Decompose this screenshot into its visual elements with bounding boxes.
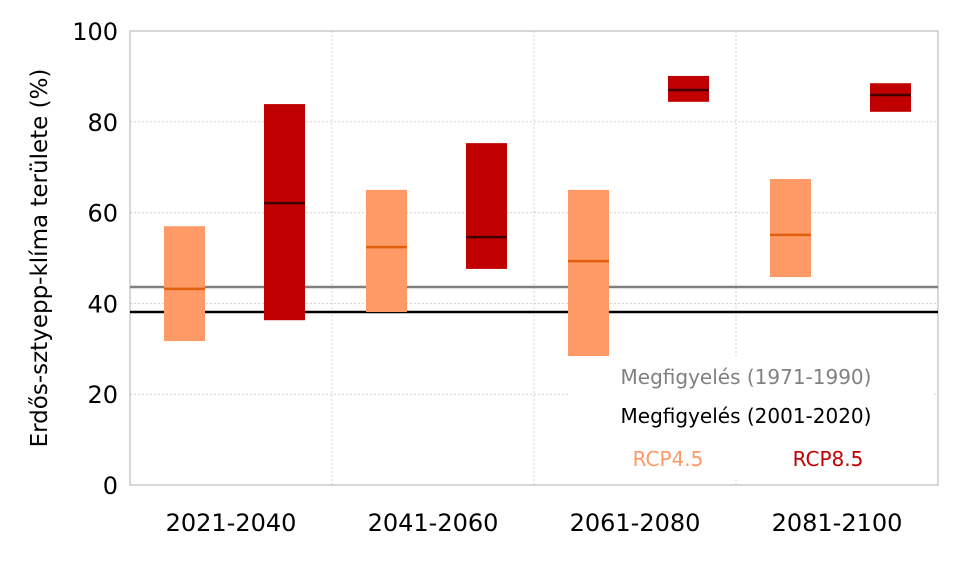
range-bar-rcp45 [164, 226, 205, 342]
x-tick-label: 2081-2100 [772, 509, 903, 537]
range-bar-rcp45 [568, 189, 609, 357]
legend-entry: Megfigyelés (2001-2020) [621, 404, 872, 428]
y-tick-label: 100 [72, 18, 118, 46]
x-tick-label: 2041-2060 [368, 509, 499, 537]
y-tick-label: 40 [87, 290, 118, 318]
x-tick-label: 2061-2080 [570, 509, 701, 537]
range-bar-rcp85 [870, 83, 911, 112]
range-bar-rcp85 [264, 104, 305, 321]
legend-box [570, 356, 934, 480]
range-bar-rcp45 [366, 189, 407, 313]
range-bar-rcp45 [770, 179, 811, 278]
y-tick-label: 0 [103, 472, 118, 500]
plot-frame [129, 30, 939, 486]
y-tick-label: 80 [87, 109, 118, 137]
y-tick-label: 20 [87, 381, 118, 409]
y-axis-label: Erdős-sztyepp-klíma területe (%) [27, 69, 53, 448]
x-tick-label: 2021-2040 [166, 509, 297, 537]
range-bar-rcp85 [466, 143, 507, 269]
y-tick-label: 60 [87, 200, 118, 228]
legend-entry: RCP4.5 [633, 447, 704, 471]
legend-entry: Megfigyelés (1971-1990) [621, 365, 872, 389]
legend-entry: RCP8.5 [793, 447, 864, 471]
